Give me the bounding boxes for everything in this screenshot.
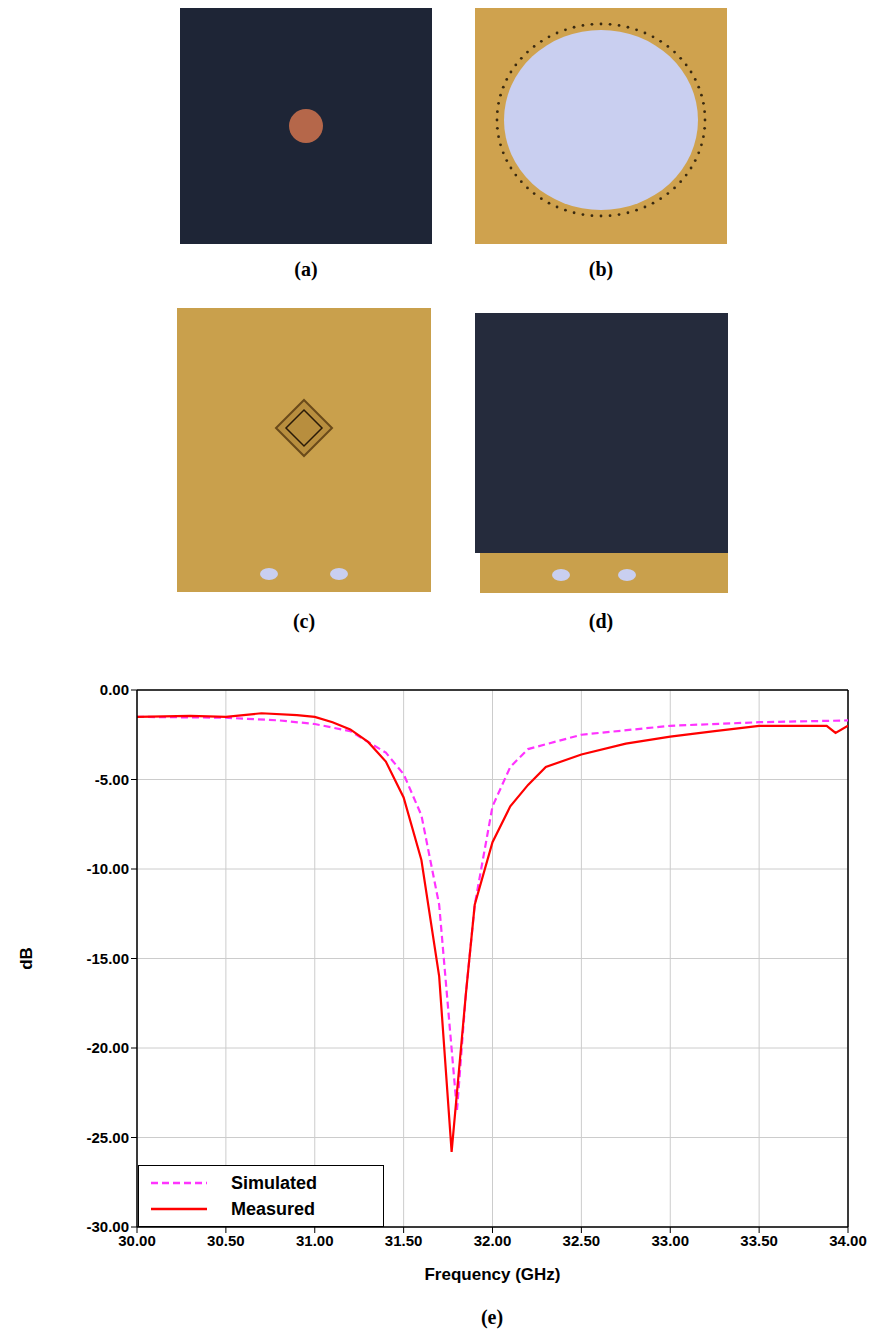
svg-text:-15.00: -15.00 [86,950,129,967]
html-text:(b): (b) [588,258,614,280]
svg-text:34.00: 34.00 [829,1232,867,1249]
svg-text:32.50: 32.50 [563,1232,601,1249]
html-text:Simulated: Simulated [231,1172,317,1193]
svg-text:Frequency (GHz): Frequency (GHz) [424,1265,560,1284]
svg-text:-25.00: -25.00 [86,1129,129,1146]
svg-text:-30.00: -30.00 [86,1218,129,1235]
svg-text:33.00: 33.00 [651,1232,689,1249]
svg-text:30.00: 30.00 [118,1231,156,1249]
svg-text:33.50: 33.50 [740,1232,778,1249]
html-text:(c): (c) [292,610,316,632]
svg-text:-5.00: -5.00 [95,771,129,788]
svg-text:31.50: 31.50 [385,1232,423,1249]
svg-text:0.00: 0.00 [100,681,129,698]
svg-text:dB: dB [17,947,36,970]
html-text:Measured: Measured [231,1198,315,1219]
svg-text:31.00: 31.00 [296,1232,334,1249]
svg-text:-20.00: -20.00 [86,1039,129,1056]
html-text:(e): (e) [480,1306,504,1328]
html-text:(a): (a) [294,258,318,280]
svg-text:30.50: 30.50 [207,1232,245,1249]
svg-text:32.00: 32.00 [474,1232,512,1249]
html-text:(d): (d) [588,610,614,632]
svg-text:-10.00: -10.00 [86,860,129,877]
